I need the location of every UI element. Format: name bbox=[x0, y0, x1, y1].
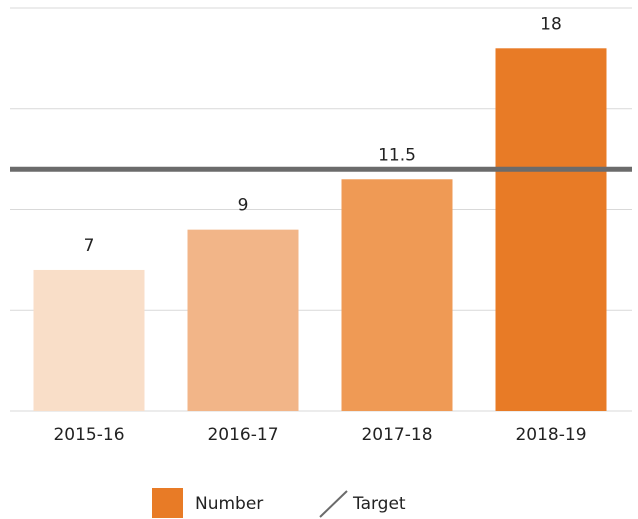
bar bbox=[187, 229, 299, 411]
value-label: 7 bbox=[84, 236, 95, 256]
value-label: 11.5 bbox=[378, 145, 416, 165]
x-tick-label: 2017-18 bbox=[361, 425, 432, 445]
bar bbox=[341, 179, 453, 411]
x-tick-label: 2016-17 bbox=[207, 425, 278, 445]
legend-label: Target bbox=[352, 494, 406, 514]
legend-target-icon bbox=[319, 490, 348, 518]
legend-swatch bbox=[152, 488, 183, 518]
x-tick-label: 2018-19 bbox=[515, 425, 586, 445]
bar bbox=[495, 48, 607, 412]
x-tick-label: 2015-16 bbox=[53, 425, 124, 445]
value-label: 18 bbox=[540, 14, 562, 34]
bar bbox=[33, 269, 145, 411]
value-label: 9 bbox=[238, 196, 249, 216]
legend-label: Number bbox=[195, 494, 263, 514]
